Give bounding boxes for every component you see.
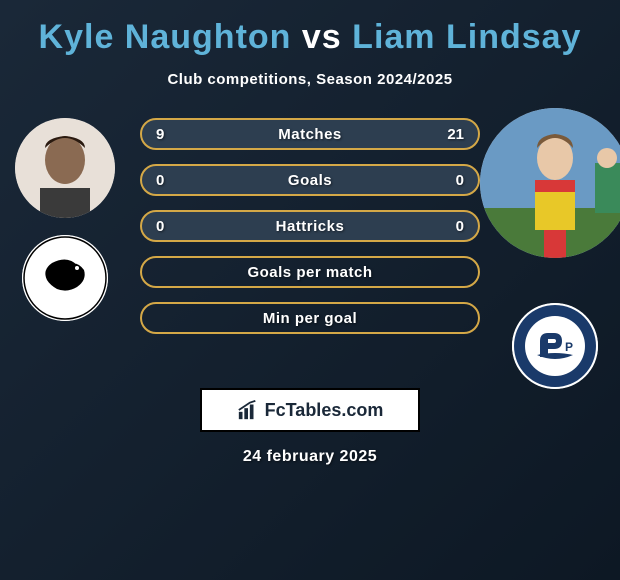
player2-avatar-icon: [480, 108, 620, 258]
player2-club-logo: P: [512, 303, 598, 389]
subtitle: Club competitions, Season 2024/2025: [10, 71, 610, 88]
main-area: P 9 Matches 21 0 Goals 0 0 Hattricks 0: [10, 118, 610, 368]
stat-row-goals: 0 Goals 0: [140, 164, 480, 196]
stat-row-matches: 9 Matches 21: [140, 118, 480, 150]
stat-goals-left: 0: [156, 172, 164, 189]
player1-avatar-icon: [15, 118, 115, 218]
player2-name: Liam Lindsay: [352, 18, 581, 56]
player-left-column: [10, 118, 120, 321]
stat-row-gpm: Goals per match: [140, 256, 480, 288]
stat-row-mpg: Min per goal: [140, 302, 480, 334]
stat-matches-label: Matches: [278, 126, 342, 143]
stat-hattricks-label: Hattricks: [276, 218, 345, 235]
stat-row-hattricks: 0 Hattricks 0: [140, 210, 480, 242]
stat-hattricks-left: 0: [156, 218, 164, 235]
player-right-column: P: [500, 118, 610, 270]
comparison-card: Kyle Naughton vs Liam Lindsay Club compe…: [0, 0, 620, 580]
player2-photo: [480, 108, 620, 258]
swansea-logo-icon: [22, 235, 108, 321]
player1-photo: [15, 118, 115, 218]
brand-text: FcTables.com: [265, 400, 384, 421]
vs-label: vs: [302, 18, 342, 56]
stat-goals-label: Goals: [288, 172, 332, 189]
stat-hattricks-right: 0: [456, 218, 464, 235]
stat-mpg-label: Min per goal: [263, 310, 357, 327]
player1-club-logo: [22, 235, 108, 321]
brand-box: FcTables.com: [200, 388, 420, 432]
stat-matches-right: 21: [447, 126, 464, 143]
player1-name: Kyle Naughton: [39, 18, 292, 56]
preston-logo-icon: P: [512, 303, 598, 389]
stat-goals-right: 0: [456, 172, 464, 189]
date-text: 24 february 2025: [0, 448, 620, 466]
stat-gpm-label: Goals per match: [247, 264, 372, 281]
page-title: Kyle Naughton vs Liam Lindsay: [10, 18, 610, 57]
svg-text:P: P: [565, 340, 573, 354]
brand-chart-icon: [237, 399, 259, 421]
stats-column: 9 Matches 21 0 Goals 0 0 Hattricks 0 Goa…: [140, 118, 480, 348]
stat-matches-left: 9: [156, 126, 164, 143]
